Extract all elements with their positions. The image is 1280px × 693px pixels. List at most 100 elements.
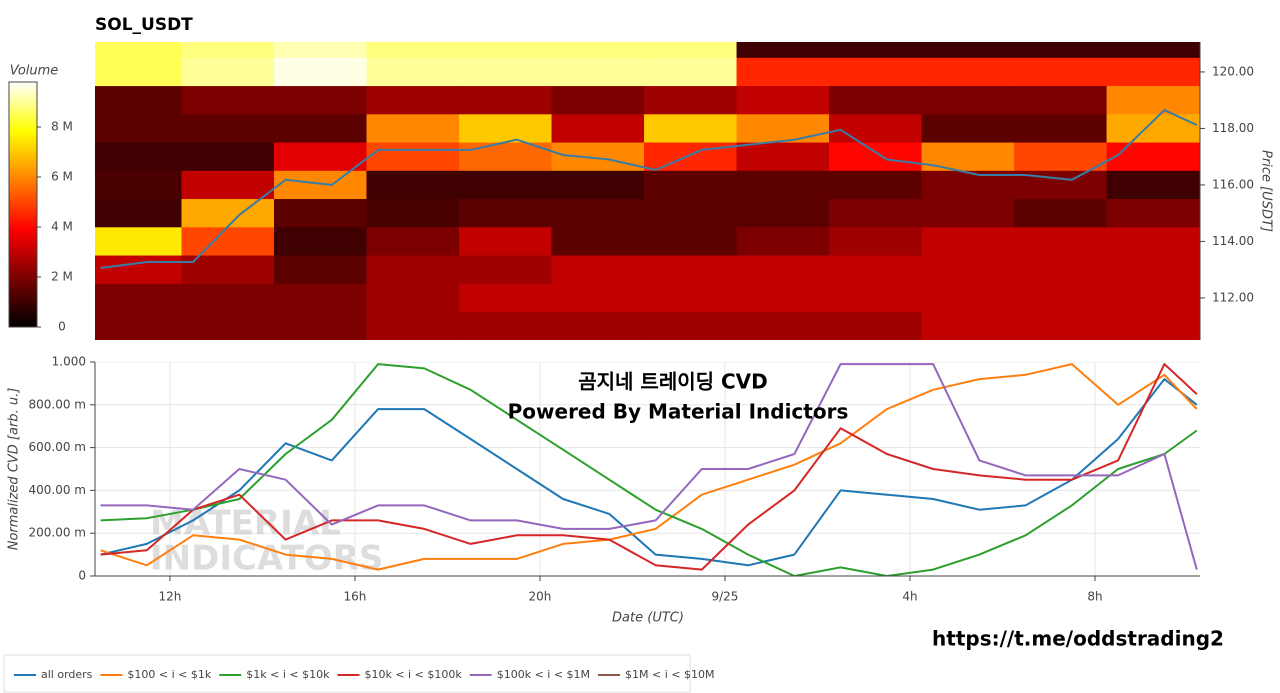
heat-cell: [551, 199, 645, 228]
heat-cell: [274, 255, 368, 285]
legend-label: $1k < i < $10k: [246, 668, 330, 681]
heat-cell: [921, 312, 1015, 340]
heat-cell: [1106, 86, 1200, 115]
heat-cell: [366, 170, 460, 200]
y-tick-label: 120.00: [1212, 64, 1254, 78]
cvd-line: [100, 363, 1198, 570]
heat-cell: [366, 255, 460, 285]
y-tick-label: 114.00: [1212, 234, 1254, 248]
heat-cell: [1106, 142, 1200, 172]
heat-cell: [1106, 57, 1200, 87]
heat-cell: [181, 227, 275, 257]
heat-cell: [366, 57, 460, 87]
heat-cell: [551, 170, 645, 200]
heat-cell: [95, 170, 182, 200]
heat-cell: [274, 114, 368, 144]
heat-cell: [459, 114, 553, 144]
heat-cell: [551, 86, 645, 115]
heat-cell: [366, 312, 460, 340]
heat-cell: [1106, 312, 1200, 340]
heat-cell: [95, 312, 182, 340]
heat-cell: [644, 199, 738, 228]
heat-cell: [829, 255, 923, 285]
heat-cell: [921, 42, 1015, 59]
heat-cell: [95, 227, 182, 257]
overlay: 112.00 114.00 116.00 118.00 120.00 0 2 M 4 M 6 M…: [8, 42, 1254, 681]
heat-cell: [181, 57, 275, 87]
heat-cell: [274, 142, 368, 172]
heat-cell: [736, 199, 830, 228]
heat-cell: [736, 57, 830, 87]
heat-cell: [95, 57, 182, 87]
heat-cell: [551, 114, 645, 144]
y-tick-label: 116.00: [1212, 177, 1254, 191]
heat-cell: [274, 227, 368, 257]
heat-cell: [274, 199, 368, 228]
heat-cell: [829, 57, 923, 87]
y-tick-label: 1.000: [52, 355, 86, 369]
heat-cell: [736, 142, 830, 172]
heat-cell: [181, 255, 275, 285]
heat-cell: [736, 86, 830, 115]
heat-cell: [459, 86, 553, 115]
heat-cell: [1014, 142, 1108, 172]
heat-cell: [551, 283, 645, 313]
x-tick-label: 4h: [902, 590, 917, 604]
x-tick-label: 9/25: [711, 590, 738, 604]
heat-cell: [829, 227, 923, 257]
heat-cell: [829, 312, 923, 340]
heat-cell: [829, 42, 923, 59]
heat-cell: [459, 312, 553, 340]
colorbar-tick-label: 0: [58, 320, 66, 334]
heat-cell: [459, 57, 553, 87]
y-tick-label: 800.00 m: [29, 397, 87, 411]
heat-cell: [181, 42, 275, 59]
heat-cell: [644, 86, 738, 115]
heat-cell: [274, 42, 368, 59]
heat-cell: [551, 57, 645, 87]
heat-cell: [921, 255, 1015, 285]
heat-cell: [1106, 114, 1200, 144]
watermark: MATERIAL: [150, 504, 341, 544]
heat-cell: [921, 283, 1015, 313]
heat-cell: [95, 255, 182, 285]
heat-cell: [829, 170, 923, 200]
y-tick-label: 118.00: [1212, 121, 1254, 135]
heat-cell: [1106, 227, 1200, 257]
heat-cell: [829, 199, 923, 228]
x-tick-label: 20h: [529, 590, 552, 604]
x-tick-label: 8h: [1087, 590, 1102, 604]
heat-cell: [921, 199, 1015, 228]
legend-label: $100 < i < $1k: [127, 668, 211, 681]
colorbar-tick-label: 2 M: [51, 270, 73, 284]
colorbar: [8, 81, 38, 328]
cvd-line: [100, 363, 1198, 571]
heat-cell: [181, 170, 275, 200]
heat-cell: [1014, 86, 1108, 115]
cvd-line: [100, 363, 1198, 571]
legend-label: $10k < i < $100k: [364, 668, 462, 681]
cvd-line: [100, 378, 1198, 567]
heat-cell: [1014, 255, 1108, 285]
heat-cell: [274, 312, 368, 340]
heat-cell: [95, 142, 182, 172]
heat-cell: [459, 283, 553, 313]
heat-cell: [459, 227, 553, 257]
heat-cell: [274, 170, 368, 200]
annotation: Powered By Material Indictors: [508, 400, 849, 424]
price-line: [100, 108, 1198, 269]
heat-cell: [644, 312, 738, 340]
heat-cell: [95, 114, 182, 144]
heat-cell: [1106, 199, 1200, 228]
heat-cell: [366, 227, 460, 257]
heat-cell: [644, 57, 738, 87]
heat-cell: [829, 86, 923, 115]
heat-cell: [551, 142, 645, 172]
heat-cell: [459, 199, 553, 228]
x-axis-title: Date (UTC): [612, 611, 684, 626]
heat-cell: [1106, 42, 1200, 59]
heat-cell: [736, 170, 830, 200]
heat-cell: [181, 114, 275, 144]
legend-label: all orders: [41, 668, 93, 681]
